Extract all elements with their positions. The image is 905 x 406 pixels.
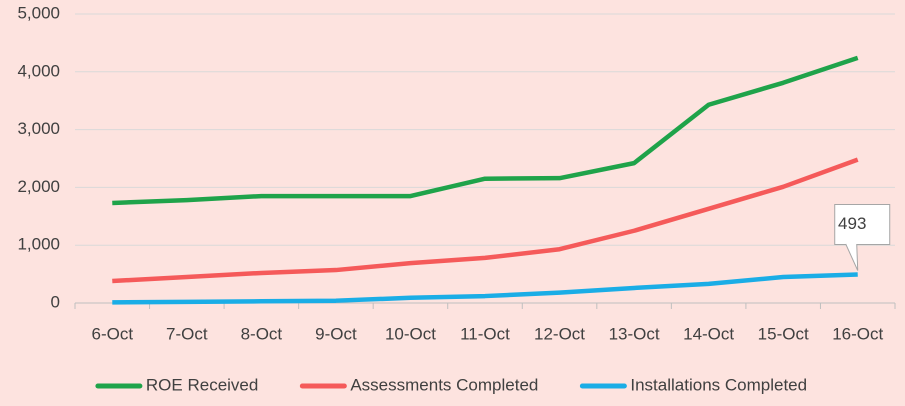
legend-item: ROE Received: [95, 375, 258, 394]
legend-item: Installations Completed: [579, 375, 807, 394]
callout-pointer: [845, 243, 859, 271]
x-tick-label: 7-Oct: [166, 324, 208, 343]
y-tick-label: 0: [51, 292, 60, 311]
legend-label: Assessments Completed: [350, 375, 538, 394]
y-tick-label: 3,000: [17, 119, 60, 138]
x-tick-label: 11-Oct: [460, 324, 510, 343]
y-tick-label: 4,000: [17, 61, 60, 80]
y-tick-label: 5,000: [17, 3, 60, 22]
x-tick-label: 15-Oct: [758, 324, 809, 343]
x-tick-label: 9-Oct: [315, 324, 357, 343]
x-tick-label: 6-Oct: [91, 324, 133, 343]
y-tick-label: 1,000: [17, 235, 60, 254]
legend-label: Installations Completed: [630, 375, 807, 394]
series-line: [112, 272, 858, 305]
x-tick-label: 12-Oct: [534, 324, 585, 343]
x-tick-label: 8-Oct: [241, 324, 283, 343]
x-tick-label: 14-Oct: [683, 324, 734, 343]
legend: ROE Received Assessments Completed Install…: [95, 375, 807, 394]
series-line: [112, 55, 859, 206]
legend-item: Assessments Completed: [299, 375, 538, 394]
x-tick-label: 16-Oct: [832, 324, 883, 343]
data-label: 493: [834, 204, 891, 271]
x-tick-label: 10-Oct: [385, 324, 436, 343]
x-tick-label: 13-Oct: [609, 324, 660, 343]
legend-label: ROE Received: [146, 375, 258, 394]
y-tick-label: 2,000: [17, 177, 60, 196]
series-line: [112, 157, 859, 284]
data-label-text: 493: [838, 214, 866, 233]
callout-box: [834, 204, 891, 246]
